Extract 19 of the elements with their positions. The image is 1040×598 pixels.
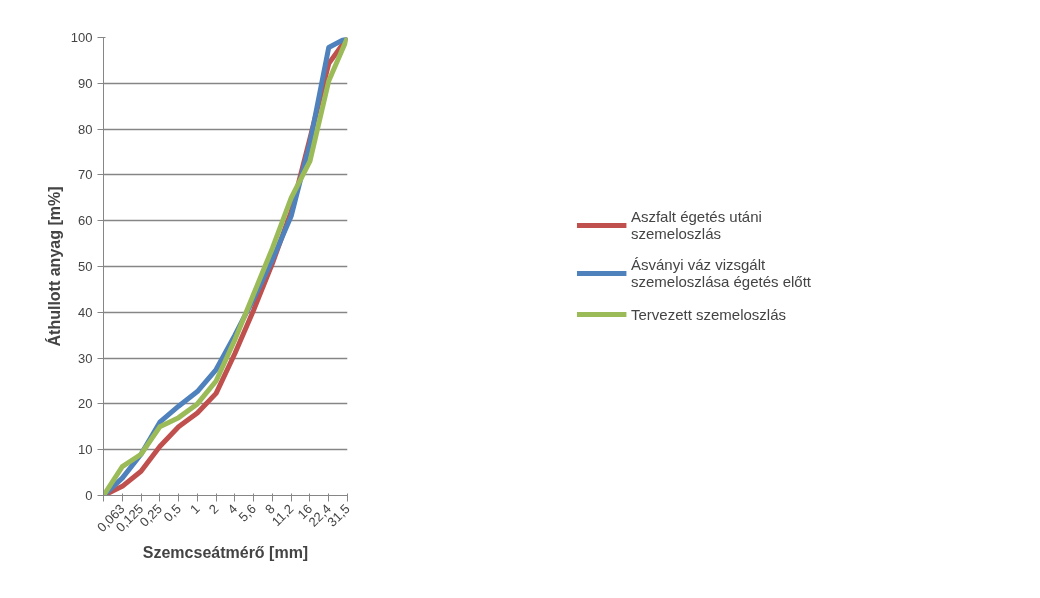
legend-label: Tervezett szemeloszlás [630, 305, 787, 323]
y-tick-label: 100 [70, 30, 93, 45]
y-tick-label: 30 [78, 350, 93, 366]
y-tick-label: 70 [78, 167, 93, 183]
x-tick-label: 8 [262, 501, 278, 517]
y-axis-title: Áthullott anyag [m%] [44, 186, 63, 347]
x-axis-title: Szemcseátmérő [mm] [142, 543, 309, 561]
y-tick-label: 40 [78, 304, 93, 320]
legend-label: Aszfalt égetés utáni szemeloszlás [630, 208, 762, 242]
y-tick-label: 20 [78, 396, 93, 412]
legend-label: Ásványi váz vizsgált szemeloszlása égetés előtt [630, 256, 812, 290]
y-tick-label: 50 [78, 259, 93, 274]
x-tick-label: 1 [186, 501, 203, 517]
y-tick-label: 10 [78, 442, 93, 458]
y-tick-label: 80 [78, 121, 93, 137]
y-tick-label: 90 [78, 75, 93, 91]
y-tick-label: 60 [78, 213, 93, 229]
y-tick-label: 0 [85, 488, 93, 503]
x-tick-label: 2 [205, 501, 222, 517]
